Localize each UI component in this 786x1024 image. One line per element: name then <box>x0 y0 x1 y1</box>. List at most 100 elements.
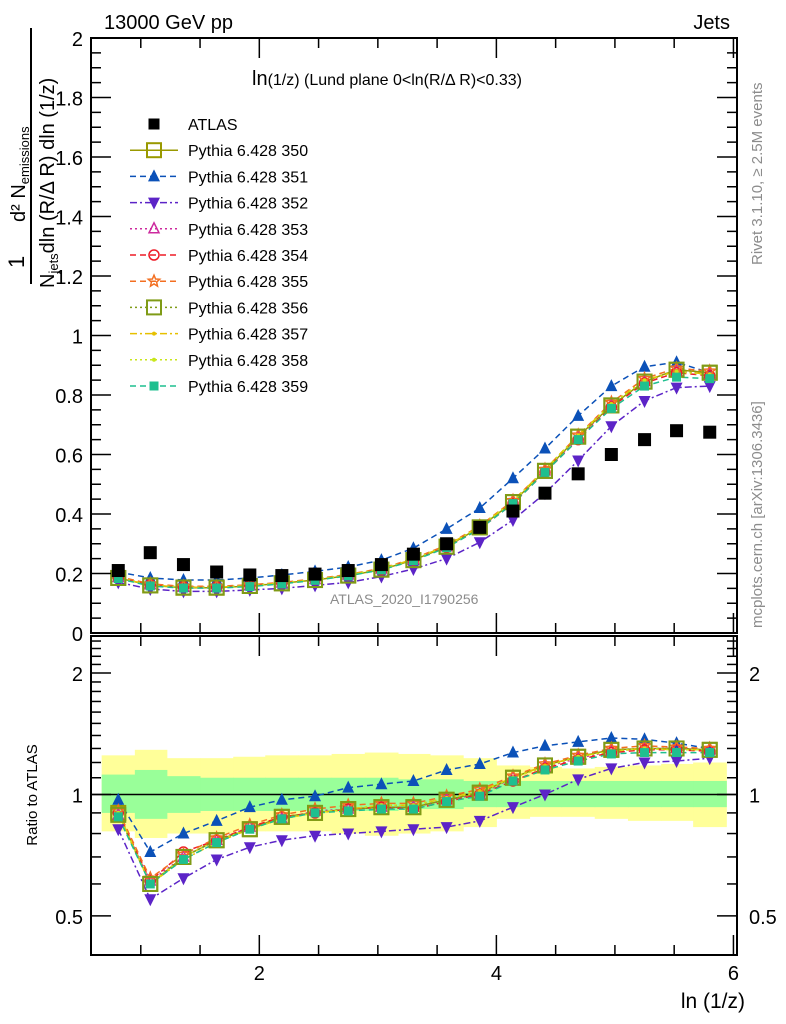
ratio-point-352 <box>473 815 486 828</box>
ratio-point-351 <box>144 845 157 858</box>
data-point-352 <box>506 514 519 527</box>
ratio-point-352 <box>407 824 420 837</box>
data-point-351 <box>473 501 486 514</box>
legend-label: Pythia 6.428 359 <box>188 379 308 396</box>
ratio-point-359 <box>145 879 155 889</box>
ratio-point-359 <box>343 806 353 816</box>
ratio-point-359 <box>113 812 123 822</box>
data-point-352 <box>605 421 618 434</box>
y-tick-label: 1.6 <box>55 148 83 170</box>
y-label-numerator: d² Nemissions <box>8 126 32 222</box>
ratio-point-356 <box>110 806 127 823</box>
ratio-point-351 <box>342 780 355 793</box>
ratio-point-359 <box>540 765 550 775</box>
data-point-352 <box>703 381 716 394</box>
ratio-point-356 <box>241 821 258 838</box>
data-point-359 <box>113 574 123 584</box>
ratio-point-352 <box>440 822 453 835</box>
data-point-352 <box>638 395 651 408</box>
y-tick-label: 1.2 <box>55 267 83 289</box>
ratio-y-axis-label: Ratio to ATLAS <box>24 744 41 845</box>
data-point-ATLAS <box>440 537 454 551</box>
ratio-point-352 <box>605 763 618 776</box>
legend-marker <box>148 197 160 210</box>
data-point-ATLAS <box>571 467 585 481</box>
ratio-point-352 <box>309 830 322 843</box>
ratio-point-359 <box>376 804 386 814</box>
data-point-352 <box>440 553 453 566</box>
legend-item: Pythia 6.428 354 <box>130 248 308 265</box>
y-label-one: 1 <box>4 256 29 268</box>
ratio-point-352 <box>572 774 585 787</box>
legend-marker <box>146 273 162 288</box>
data-point-359 <box>277 579 287 589</box>
data-point-352 <box>473 537 486 550</box>
ratio-point-351 <box>538 738 551 751</box>
data-point-ATLAS <box>473 520 487 534</box>
main-y-axis-label: 1 d² Nemissions Njetsdln (R/Δ R) dln (1/… <box>4 28 61 288</box>
data-point-ATLAS <box>143 546 157 560</box>
legend-item: Pythia 6.428 357 <box>130 327 308 344</box>
data-point-359 <box>640 381 650 391</box>
data-point-359 <box>705 374 715 384</box>
header-jets-label: Jets <box>693 12 730 34</box>
analysis-watermark: ATLAS_2020_I1790256 <box>330 591 479 607</box>
legend-label: Pythia 6.428 357 <box>188 327 308 344</box>
data-point-359 <box>540 467 550 477</box>
legend-marker <box>149 381 159 391</box>
ratio-point-351 <box>177 826 190 839</box>
data-point-359 <box>508 499 518 509</box>
ratio-point-356 <box>340 801 357 818</box>
ratio-point-351 <box>506 745 519 758</box>
ratio-point-351 <box>112 792 125 805</box>
legend-label: Pythia 6.428 352 <box>188 196 308 213</box>
legend-item: Pythia 6.428 352 <box>130 196 308 213</box>
ratio-point-351 <box>375 777 388 790</box>
y-tick-label: 0.8 <box>55 386 83 408</box>
legend-item: Pythia 6.428 359 <box>130 379 308 396</box>
x-axis-label: ln (1/z) <box>681 990 745 1013</box>
ratio-y-tick-label-right: 2 <box>749 664 760 686</box>
legend-label: Pythia 6.428 354 <box>188 248 308 265</box>
ratio-point-352 <box>342 828 355 841</box>
legend-item: Pythia 6.428 355 <box>130 273 308 291</box>
legend-marker <box>152 331 156 336</box>
ratio-point-359 <box>408 804 418 814</box>
legend-item: ATLAS <box>148 117 238 134</box>
ratio-axes: 0.5 0.5 1 1 2 2 2 4 6 <box>55 636 777 985</box>
ratio-point-352 <box>243 842 256 855</box>
y-label-denominator-sub: jets <box>46 253 61 275</box>
legend-item: Pythia 6.428 353 <box>130 221 308 239</box>
legend-marker <box>152 357 156 362</box>
ratio-point-359 <box>672 748 682 758</box>
y-label-denominator-main: dln (R/Δ R) dln (1/z) <box>37 78 59 254</box>
ratio-point-359 <box>245 824 255 834</box>
legend-item: Pythia 6.428 350 <box>130 142 308 160</box>
legend-marker <box>148 169 160 182</box>
data-point-359 <box>606 403 616 413</box>
data-point-351 <box>506 471 519 484</box>
legend-label: Pythia 6.428 358 <box>188 353 308 370</box>
ratio-point-352 <box>112 824 125 837</box>
legend-label: ATLAS <box>188 117 238 134</box>
legend-marker <box>146 142 162 159</box>
y-tick-label: 1 <box>72 327 83 349</box>
x-tick-label: 6 <box>728 963 739 985</box>
data-point-351 <box>638 359 651 372</box>
data-point-ATLAS <box>374 558 388 572</box>
ratio-point-351 <box>309 789 322 802</box>
ratio-point-359 <box>310 808 320 818</box>
ratio-point-351 <box>572 734 585 747</box>
ratio-point-351 <box>473 756 486 769</box>
data-point-356 <box>536 462 553 479</box>
data-point-ATLAS <box>341 564 355 578</box>
legend-label: Pythia 6.428 351 <box>188 169 308 186</box>
ratio-point-352 <box>144 894 157 907</box>
ratio-point-351 <box>243 800 256 813</box>
ratio-point-352 <box>375 826 388 839</box>
data-point-352 <box>670 382 683 395</box>
data-point-ATLAS <box>670 424 684 438</box>
main-series-group <box>110 355 718 599</box>
legend-marker <box>146 299 162 316</box>
